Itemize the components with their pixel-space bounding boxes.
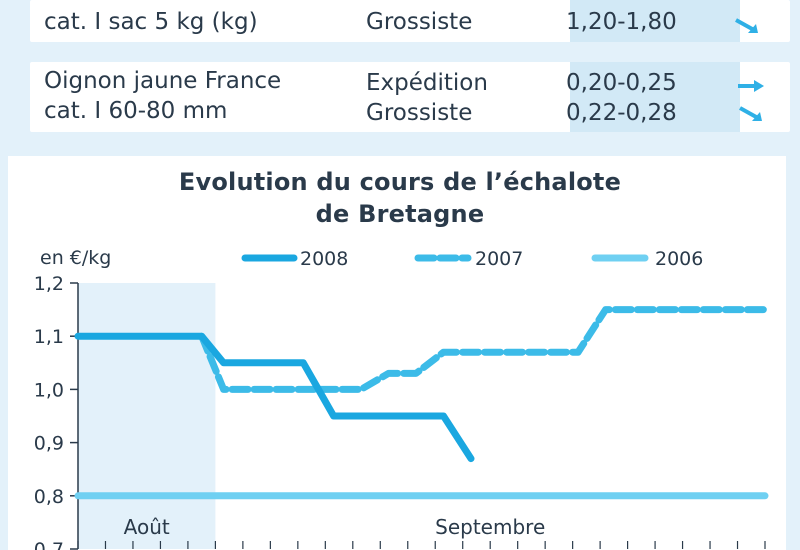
price-line2: 1,20-1,80 (566, 9, 677, 35)
price-row-1: cat. I sac 5 kg (kg) Grossiste 1,20-1,80 (30, 0, 790, 42)
aout-band (78, 283, 216, 549)
series-line-2008 (74, 332, 475, 463)
y-axis-unit-label: en €/kg (40, 247, 112, 269)
price-line2: 0,22-0,28 (566, 100, 677, 126)
product-name-line2: cat. I 60-80 mm (44, 98, 228, 124)
x-period-septembre: Septembre (435, 515, 545, 539)
price-column-bg (570, 62, 740, 132)
chart-title-line2: de Bretagne (315, 200, 485, 228)
y-tick-label: 0,7 (34, 539, 64, 550)
y-tick-label: 1,2 (34, 273, 64, 295)
price-column-bg (570, 0, 740, 42)
legend-label-2008: 2008 (300, 248, 348, 270)
product-name-line2: cat. I sac 5 kg (kg) (44, 9, 258, 35)
trend-right-icon (738, 80, 764, 92)
price-row-2: Oignon jaune France cat. I 60-80 mm Expé… (30, 62, 790, 132)
y-tick-label: 0,9 (34, 433, 64, 455)
legend-label-2007: 2007 (475, 248, 523, 270)
stage-line2: Grossiste (366, 100, 473, 126)
x-period-aout: Août (124, 515, 170, 539)
product-name-line1: Oignon jaune France (44, 68, 282, 94)
legend-label-2006: 2006 (655, 248, 703, 270)
series-line-2007 (198, 306, 769, 393)
trend-down-icon (739, 106, 762, 121)
y-tick-label: 1,1 (34, 326, 64, 348)
chart-title-line1: Evolution du cours de l’échalote (178, 168, 622, 196)
trend-down-icon (735, 18, 758, 33)
stage-line2: Grossiste (366, 9, 473, 35)
y-tick-label: 0,8 (34, 486, 64, 508)
price-line1: 0,20-0,25 (566, 70, 677, 96)
y-tick-label: 1,0 (34, 379, 64, 401)
stage-line1: Expédition (366, 70, 488, 96)
